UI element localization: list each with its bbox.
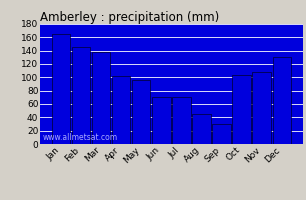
Bar — [172, 97, 191, 144]
Bar — [273, 57, 291, 144]
Bar — [92, 52, 110, 144]
Bar — [252, 72, 271, 144]
Text: Amberley : precipitation (mm): Amberley : precipitation (mm) — [40, 11, 219, 24]
Text: www.allmetsat.com: www.allmetsat.com — [43, 133, 118, 142]
Bar — [112, 76, 130, 144]
Bar — [192, 114, 211, 144]
Bar — [232, 75, 251, 144]
Bar — [72, 47, 90, 144]
Bar — [152, 97, 170, 144]
Bar — [132, 80, 151, 144]
Bar — [212, 124, 231, 144]
Bar — [52, 34, 70, 144]
